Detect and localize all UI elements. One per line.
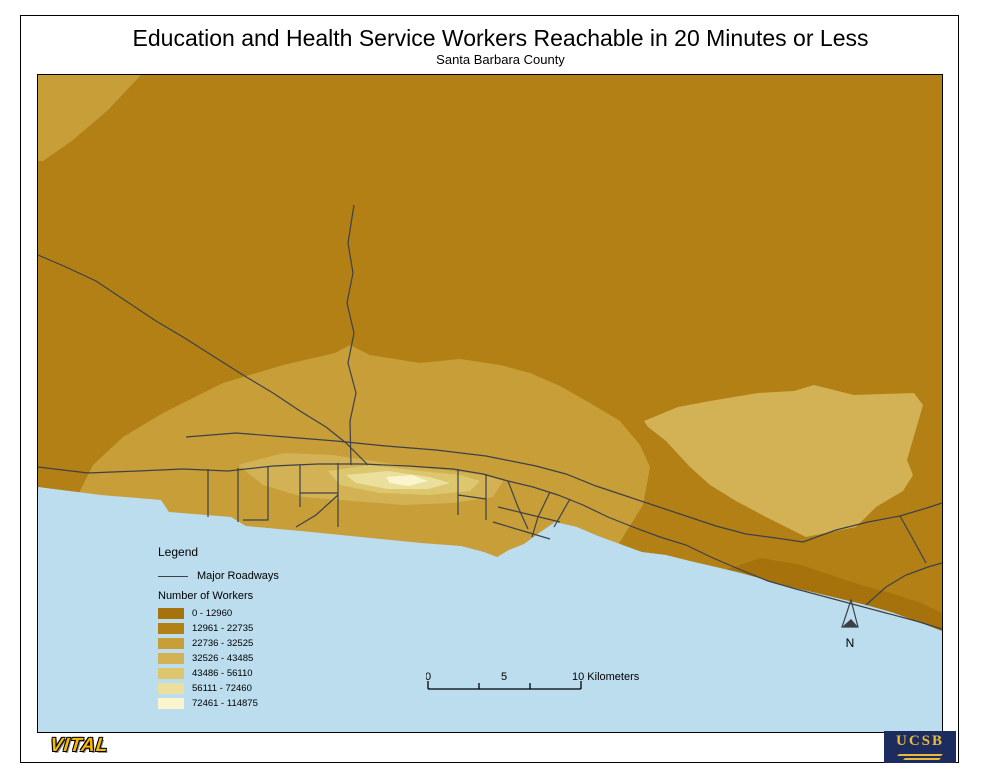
scale-label-start: 0 — [426, 671, 431, 683]
legend-class-row: 43486 - 56110 — [158, 668, 358, 679]
vital-logo: VITAL — [48, 735, 110, 756]
legend-color-swatch — [158, 668, 184, 679]
legend-class-row: 0 - 12960 — [158, 608, 358, 619]
ucsb-logo: UCSB — [884, 731, 956, 763]
map-canvas — [38, 75, 942, 732]
scale-label-end: 10 Kilometers — [572, 671, 640, 683]
ocean — [38, 487, 942, 732]
page-border — [20, 15, 959, 763]
legend-class-label: 43486 - 56110 — [192, 668, 253, 679]
legend-class-label: 32526 - 43485 — [192, 653, 254, 664]
ucsb-logo-text: UCSB — [895, 733, 944, 749]
legend-heading: Legend — [158, 545, 199, 559]
ucsb-logo-swoosh — [903, 758, 941, 760]
map-frame: Legend Major Roadways Number of Workers … — [37, 74, 943, 733]
roadway-line-sample — [158, 575, 188, 577]
legend-color-swatch — [158, 653, 184, 664]
legend-color-swatch — [158, 683, 184, 694]
legend-color-swatch — [158, 698, 184, 709]
legend-color-swatch — [158, 608, 184, 619]
legend: Legend Major Roadways Number of Workers … — [158, 545, 358, 713]
page-subtitle: Santa Barbara County — [436, 52, 565, 67]
choropleth-region — [38, 75, 141, 161]
ucsb-logo-swoosh — [897, 754, 943, 756]
legend-class-label: 0 - 12960 — [192, 608, 233, 619]
major-roadways — [38, 204, 942, 630]
north-arrow-label: N — [845, 636, 855, 650]
scale-bar-line — [427, 681, 582, 690]
legend-class-label: 72461 - 114875 — [192, 698, 258, 709]
scale-bar: 0 5 10 Kilometers — [425, 669, 686, 695]
legend-class-row: 72461 - 114875 — [158, 698, 358, 709]
scale-label-middle: 5 — [501, 671, 507, 683]
legend-class-label: 22736 - 32525 — [192, 638, 254, 649]
north-arrow-icon — [841, 597, 859, 628]
legend-class-label: 56111 - 72460 — [192, 683, 252, 694]
legend-workers-heading: Number of Workers — [158, 590, 254, 602]
page-title: Education and Health Service Workers Rea… — [132, 25, 869, 51]
north-arrow: N — [837, 597, 863, 650]
legend-roadways-row: Major Roadways — [158, 569, 358, 583]
legend-class-label: 12961 - 22735 — [192, 623, 254, 634]
choropleth-region — [386, 475, 428, 486]
legend-class-row: 56111 - 72460 — [158, 683, 358, 694]
legend-color-swatch — [158, 638, 184, 649]
legend-color-swatch — [158, 623, 184, 634]
choropleth-region — [644, 385, 923, 537]
roadways-label: Major Roadways — [197, 570, 279, 582]
legend-class-row: 12961 - 22735 — [158, 623, 358, 634]
legend-class-row: 22736 - 32525 — [158, 638, 358, 649]
legend-class-row: 32526 - 43485 — [158, 653, 358, 664]
